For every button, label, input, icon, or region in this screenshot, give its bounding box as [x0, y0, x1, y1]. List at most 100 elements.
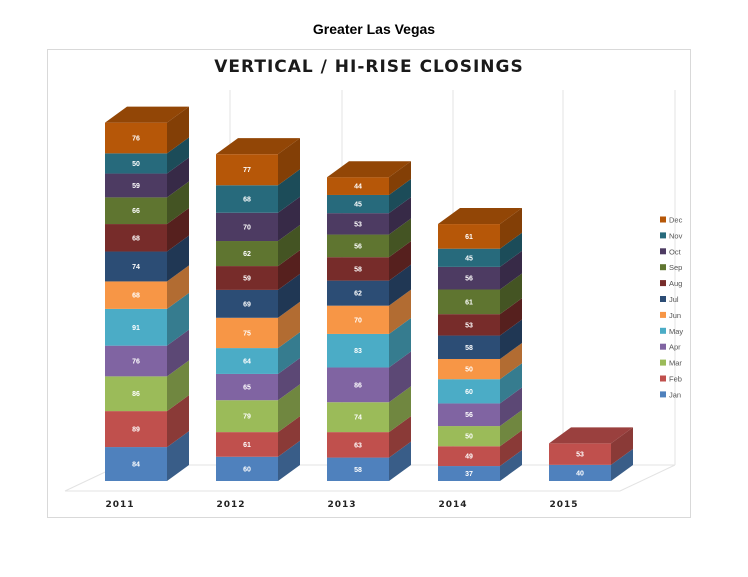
bar-segment-Feb-2012: [216, 432, 278, 457]
data-label: 45: [354, 202, 362, 209]
bar-side-Jun-2011: [167, 265, 189, 309]
bar-side-Dec-2013: [389, 161, 411, 195]
legend-swatch-Aug: [660, 280, 666, 287]
bar-side-Mar-2013: [389, 386, 411, 433]
bar-segment-Nov-2014: [438, 248, 500, 267]
bar-segment-Sep-2011: [105, 197, 167, 225]
bar-segment-Aug-2012: [216, 266, 278, 290]
legend-label-Mar: Mar: [669, 359, 682, 368]
bar-segment-Oct-2011: [105, 173, 167, 198]
bar-segment-Jan-2015: [549, 464, 611, 481]
data-label: 64: [243, 359, 251, 366]
x-tick-label: 2011: [105, 500, 134, 510]
bar-stack-2011: 84 89 86 76 91 68 74 68 66 59 50 76: [105, 106, 189, 481]
data-label: 74: [132, 264, 140, 271]
bar-side-Nov-2013: [389, 178, 411, 214]
bar-side-Jul-2012: [278, 273, 300, 318]
chart-title: VERTICAL / HI-RISE CLOSINGS: [214, 57, 524, 77]
data-label: 66: [132, 208, 140, 215]
bar-segment-Feb-2013: [327, 432, 389, 458]
data-label: 53: [354, 221, 362, 228]
data-label: 89: [132, 427, 140, 434]
bar-segment-Sep-2013: [327, 234, 389, 258]
legend-swatch-Jun: [660, 311, 666, 318]
legend-swatch-Jul: [660, 296, 666, 302]
bar-side-Sep-2012: [278, 225, 300, 267]
data-label: 40: [576, 470, 584, 477]
legend-swatch-Oct: [660, 248, 666, 255]
bar-segment-Sep-2012: [216, 241, 278, 267]
bar-side-Jan-2011: [167, 431, 189, 481]
bar-segment-Apr-2014: [438, 403, 500, 427]
data-label: 84: [132, 462, 140, 469]
data-label: 60: [243, 466, 251, 473]
data-label: 44: [354, 184, 362, 191]
data-label: 59: [132, 183, 140, 190]
x-tick-label: 2012: [216, 500, 245, 510]
data-label: 49: [465, 454, 473, 461]
x-tick-label: 2015: [549, 500, 578, 510]
bar-segment-Oct-2014: [438, 266, 500, 290]
bar-segment-Dec-2013: [327, 177, 389, 195]
bar-side-Dec-2011: [167, 106, 189, 154]
legend-label-Apr: Apr: [669, 343, 681, 352]
data-label: 45: [465, 255, 473, 262]
data-label: 58: [465, 345, 473, 352]
bar-segment-Dec-2014: [438, 224, 500, 249]
bar-segment-May-2013: [327, 333, 389, 368]
bar-top-2014: [438, 208, 522, 225]
bar-side-Oct-2012: [278, 196, 300, 242]
data-label: 53: [465, 322, 473, 329]
bar-side-Jun-2014: [500, 342, 522, 380]
bar-segment-Mar-2012: [216, 400, 278, 433]
bar-side-Mar-2014: [500, 410, 522, 447]
page-title: Greater Las Vegas: [312, 21, 436, 37]
data-label: 70: [243, 224, 251, 231]
data-label: 37: [465, 471, 473, 478]
bar-side-Feb-2014: [500, 430, 522, 467]
legend-label-Oct: Oct: [669, 247, 682, 256]
bar-side-Jul-2014: [500, 319, 522, 359]
bar-segment-Aug-2011: [105, 224, 167, 252]
chart-frame: [47, 49, 691, 518]
bar-side-Feb-2012: [278, 416, 300, 457]
data-label: 61: [243, 442, 251, 449]
bar-segment-Nov-2011: [105, 153, 167, 174]
bar-segment-May-2012: [216, 348, 278, 374]
bar-side-Feb-2011: [167, 395, 189, 448]
bar-side-Feb-2013: [389, 416, 411, 458]
bar-segment-Dec-2012: [216, 154, 278, 186]
data-label: 62: [243, 251, 251, 258]
bar-side-Apr-2013: [389, 351, 411, 403]
legend-label-Aug: Aug: [669, 279, 682, 288]
floor-front: [65, 464, 676, 492]
bar-side-Sep-2013: [389, 218, 411, 258]
legend-swatch-Nov: [660, 232, 666, 239]
bar-top-2015: [549, 427, 633, 444]
bar-side-Sep-2014: [500, 273, 522, 315]
bar-segment-Jan-2014: [438, 466, 500, 481]
legend-swatch-Feb: [660, 375, 666, 382]
bar-segment-Mar-2011: [105, 376, 167, 412]
bar-side-Mar-2011: [167, 360, 189, 412]
data-label: 86: [354, 382, 362, 389]
bar-side-Jul-2013: [389, 264, 411, 306]
bar-side-Jan-2013: [389, 441, 411, 481]
bar-side-Jan-2014: [500, 450, 522, 481]
data-label: 77: [243, 167, 251, 174]
data-label: 79: [243, 414, 251, 421]
bar-segment-Jun-2013: [327, 305, 389, 334]
bar-side-May-2012: [278, 332, 300, 374]
data-label: 50: [465, 367, 473, 374]
bar-side-Jun-2013: [389, 289, 411, 334]
bar-side-Jan-2015: [611, 448, 633, 481]
bar-side-Dec-2012: [278, 138, 300, 186]
bar-segment-Feb-2011: [105, 411, 167, 448]
bar-stack-2015: 40 53: [549, 427, 633, 481]
bar-segment-Jul-2013: [327, 280, 389, 306]
legend-label-Jan: Jan: [669, 390, 681, 399]
data-label: 74: [354, 415, 362, 422]
bar-segment-Jan-2011: [105, 447, 167, 481]
bar-segment-Jul-2014: [438, 335, 500, 359]
data-label: 61: [465, 234, 473, 241]
